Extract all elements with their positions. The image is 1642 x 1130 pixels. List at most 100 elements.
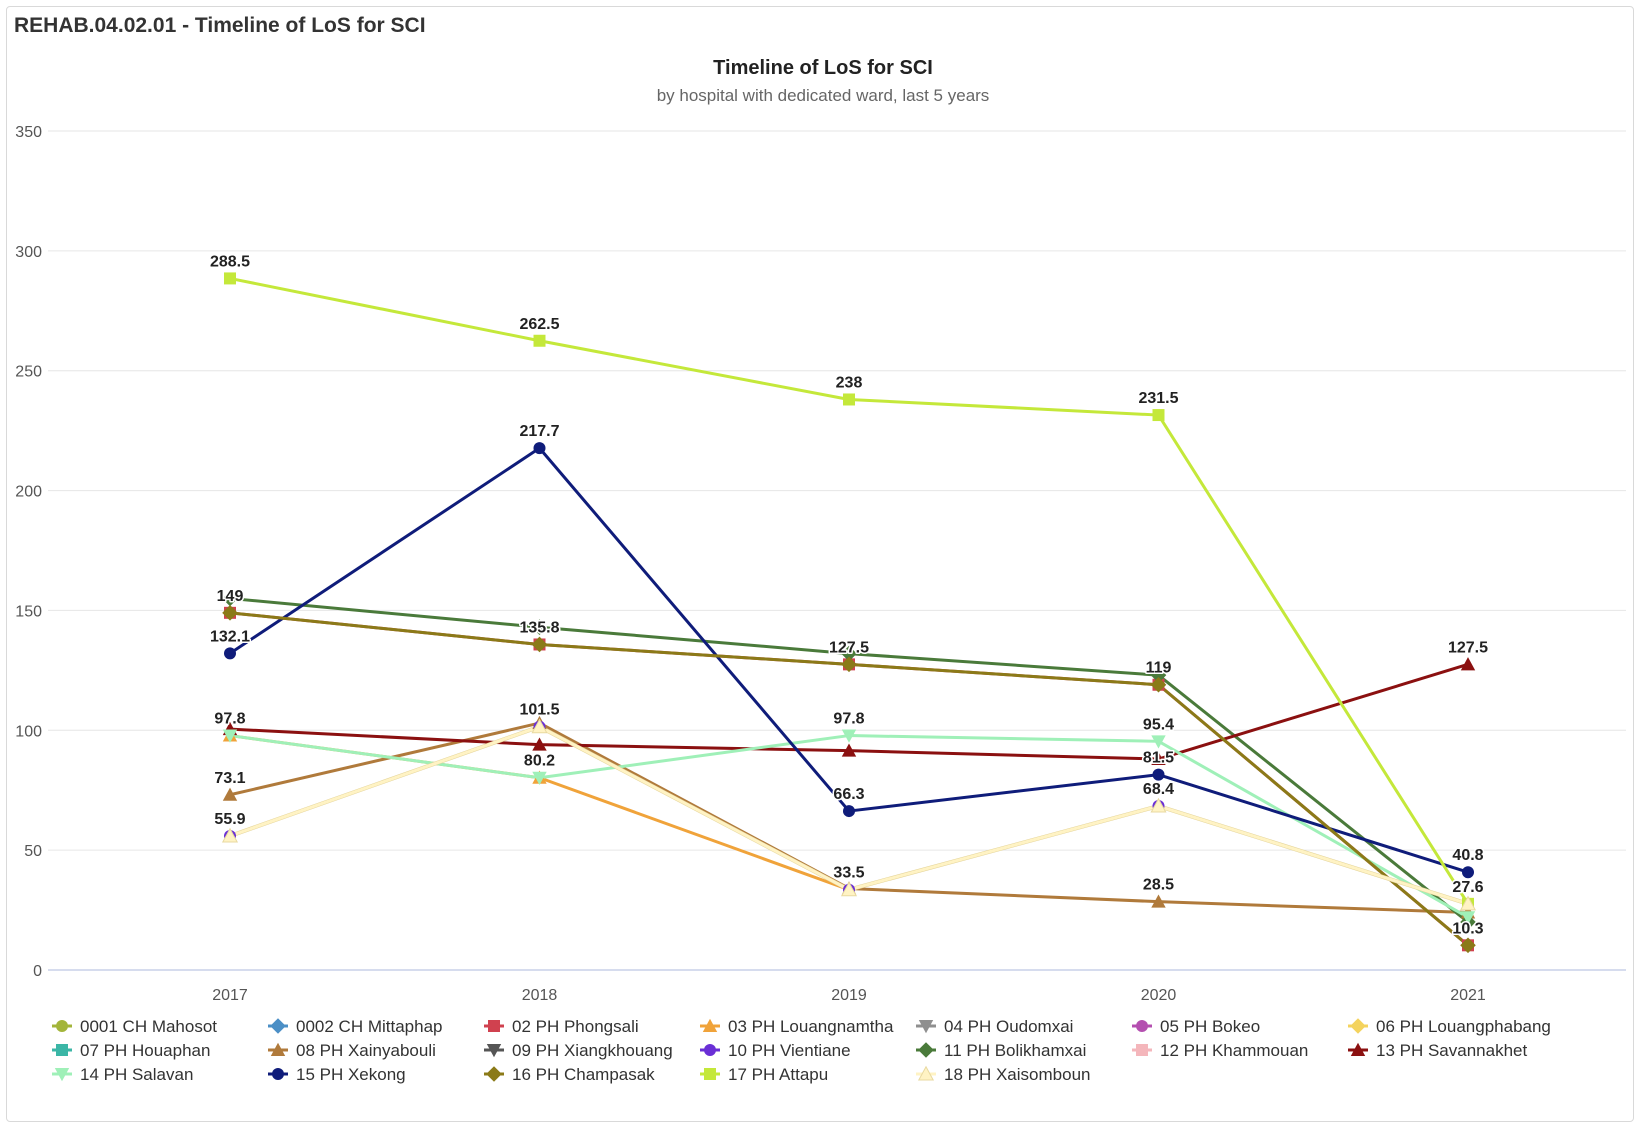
legend-marker — [272, 1068, 284, 1080]
legend-marker — [486, 1066, 502, 1082]
legend-marker — [270, 1018, 286, 1034]
series-point — [1460, 657, 1476, 671]
legend: 0001 CH Mahosot 0002 CH Mittaphap 02 PH Ph… — [52, 1017, 1551, 1084]
chart-title: Timeline of LoS for SCI — [713, 57, 933, 79]
y-axis: 0 50 100 150 200 250 300 350 — [15, 124, 42, 980]
legend-marker — [704, 1044, 716, 1056]
legend-marker — [56, 1044, 68, 1056]
data-label: 95.4 — [1143, 716, 1174, 733]
legend-item: 10 PH Vientiane — [728, 1041, 851, 1060]
series-markers — [221, 272, 1477, 954]
x-axis: 2017 2018 2019 2020 2021 — [212, 987, 1486, 1004]
data-label: 10.3 — [1452, 920, 1483, 937]
data-label: 101.5 — [519, 702, 559, 719]
legend-marker — [270, 1042, 286, 1056]
data-label: 27.6 — [1452, 879, 1483, 896]
legend-item: 03 PH Louangnamtha — [728, 1017, 894, 1036]
legend-item: 05 PH Bokeo — [1160, 1017, 1260, 1036]
data-label: 40.8 — [1452, 847, 1483, 864]
data-label: 55.9 — [214, 811, 245, 828]
chart-subtitle: by hospital with dedicated ward, last 5 … — [657, 86, 990, 105]
series-point — [841, 645, 857, 662]
legend-item: 0002 CH Mittaphap — [296, 1017, 442, 1036]
legend-item: 16 PH Champasak — [512, 1065, 655, 1084]
series-point — [531, 636, 548, 653]
data-label: 149 — [217, 588, 244, 605]
series-point — [222, 729, 238, 743]
panel-title: REHAB.04.02.01 - Timeline of LoS for SCI — [14, 14, 426, 37]
data-label: 97.8 — [833, 711, 864, 728]
series-point — [1151, 751, 1166, 766]
legend-item: 06 PH Louangphabang — [1376, 1017, 1551, 1036]
data-label: 217.7 — [519, 423, 559, 440]
data-label: 73.1 — [214, 770, 245, 787]
series-point — [533, 442, 546, 455]
series-point — [222, 590, 238, 607]
legend-marker — [917, 1065, 935, 1081]
legend-marker — [1136, 1020, 1148, 1032]
series-point — [841, 729, 857, 743]
legend-marker — [1350, 1018, 1366, 1034]
x-tick-label: 2020 — [1141, 987, 1177, 1004]
series-point — [1150, 676, 1167, 693]
y-tick-label: 200 — [15, 484, 42, 501]
series-point — [1150, 667, 1167, 683]
data-label: 81.5 — [1143, 750, 1174, 767]
series-point — [224, 272, 236, 285]
y-tick-label: 0 — [33, 963, 42, 980]
grid — [48, 130, 1626, 971]
legend-item: 13 PH Savannakhet — [1376, 1041, 1527, 1060]
data-label: 97.8 — [214, 711, 245, 728]
series-point — [533, 334, 546, 347]
series-point — [1459, 895, 1477, 911]
legend-item: 15 PH Xekong — [296, 1065, 406, 1084]
y-tick-label: 250 — [15, 364, 42, 381]
series-point — [841, 656, 857, 673]
legend-marker — [56, 1020, 68, 1032]
data-label: 127.5 — [829, 639, 869, 656]
x-tick-label: 2021 — [1450, 987, 1486, 1004]
data-label: 132.1 — [210, 628, 250, 645]
series-point — [221, 827, 239, 843]
legend-marker — [1136, 1044, 1148, 1056]
series-point — [531, 619, 548, 636]
data-labels: 288.5 262.5 238 231.5 217.7 149 132.1 135.8 127.… — [208, 252, 1489, 939]
x-tick-label: 2019 — [831, 987, 867, 1004]
legend-marker — [488, 1020, 500, 1032]
data-label: 231.5 — [1138, 390, 1178, 407]
legend-marker — [704, 1068, 716, 1080]
series-point — [1460, 937, 1476, 954]
legend-item: 09 PH Xiangkhouang — [512, 1041, 673, 1060]
data-label: 238 — [836, 374, 863, 391]
legend-item: 18 PH Xaisomboun — [944, 1065, 1090, 1084]
series-point — [1151, 735, 1166, 749]
legend-item: 11 PH Bolikhamxai — [944, 1041, 1086, 1060]
y-tick-label: 50 — [24, 843, 42, 860]
data-label: 66.3 — [833, 786, 864, 803]
series-point — [222, 605, 238, 621]
series-point — [1152, 768, 1165, 781]
legend-item: 12 PH Khammouan — [1160, 1041, 1308, 1060]
data-label: 135.8 — [519, 619, 559, 636]
series-point — [841, 743, 857, 757]
legend-item: 07 PH Houaphan — [80, 1041, 210, 1060]
legend-marker — [54, 1068, 70, 1082]
x-tick-label: 2018 — [522, 987, 558, 1004]
legend-marker — [702, 1018, 718, 1032]
legend-marker — [1350, 1042, 1366, 1056]
series-point — [1462, 866, 1474, 879]
series-point — [1151, 894, 1166, 908]
legend-item: 17 PH Attapu — [728, 1065, 828, 1084]
y-tick-label: 300 — [15, 244, 42, 261]
series-point — [840, 881, 858, 897]
data-label: 127.5 — [1448, 639, 1488, 656]
legend-item: 0001 CH Mahosot — [80, 1017, 217, 1036]
data-label: 80.2 — [524, 753, 555, 770]
y-tick-label: 150 — [15, 603, 42, 620]
series-point — [531, 718, 548, 734]
y-tick-label: 350 — [15, 124, 42, 141]
chart-card — [6, 6, 1634, 1122]
legend-item: 08 PH Xainyabouli — [296, 1041, 436, 1060]
y-tick-label: 100 — [15, 723, 42, 740]
